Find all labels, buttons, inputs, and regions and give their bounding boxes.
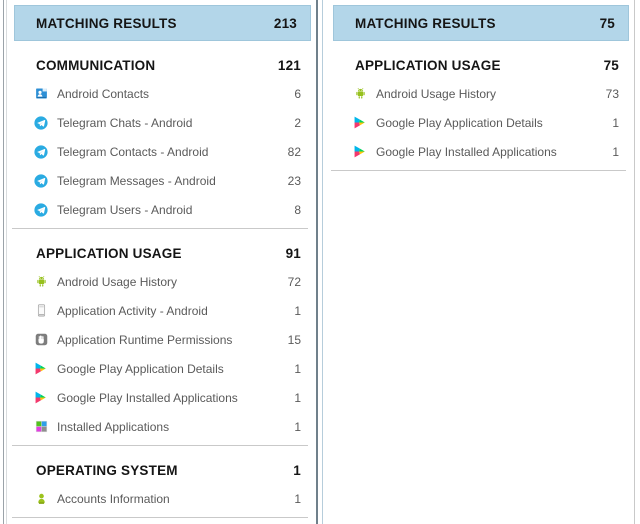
google-play-icon [34, 362, 48, 376]
category-item-label: Google Play Application Details [376, 115, 543, 130]
installed-apps-icon [34, 420, 48, 434]
results-pane: MATCHING RESULTS 213 COMMUNICATION 121 Andro… [3, 0, 318, 524]
category-item-application-runtime-permissions[interactable]: Application Runtime Permissions 15 [4, 325, 316, 354]
category-item-google-play-installed-applications[interactable]: Google Play Installed Applications 1 [323, 137, 634, 166]
application-activity-icon [34, 304, 48, 318]
category-item-label: Installed Applications [57, 419, 170, 434]
matching-results-label: MATCHING RESULTS [36, 15, 177, 31]
category-item-telegram-messages-android[interactable]: Telegram Messages - Android 23 [4, 166, 316, 195]
section-count: 75 [603, 57, 619, 73]
telegram-icon [34, 115, 48, 130]
section-header-communication[interactable]: COMMUNICATION 121 [4, 51, 316, 79]
category-item-label: Application Runtime Permissions [57, 332, 233, 347]
telegram-icon [34, 202, 48, 217]
section-label: APPLICATION USAGE [36, 245, 182, 261]
category-item-google-play-application-details[interactable]: Google Play Application Details 1 [323, 108, 634, 137]
matching-results-header[interactable]: MATCHING RESULTS 213 [14, 5, 311, 41]
section-label: COMMUNICATION [36, 57, 156, 73]
section-header-operating-system[interactable]: OPERATING SYSTEM 1 [4, 456, 316, 484]
category-item-google-play-application-details[interactable]: Google Play Application Details 1 [4, 354, 316, 383]
category-item-label: Google Play Installed Applications [376, 144, 557, 159]
category-item-label: Android Usage History [376, 86, 497, 101]
android-contacts-icon [34, 87, 48, 101]
matching-results-count: 213 [273, 15, 297, 31]
android-robot-icon [34, 275, 48, 289]
category-item-count: 1 [612, 144, 619, 159]
category-item-count: 1 [612, 115, 619, 130]
category-item-telegram-users-android[interactable]: Telegram Users - Android 8 [4, 195, 316, 224]
category-item-android-usage-history[interactable]: Android Usage History 73 [323, 79, 634, 108]
category-item-count: 82 [287, 144, 301, 159]
category-item-installed-applications[interactable]: Installed Applications 1 [4, 412, 316, 441]
category-item-telegram-contacts-android[interactable]: Telegram Contacts - Android 82 [4, 137, 316, 166]
category-item-count: 1 [294, 390, 301, 405]
section-separator [12, 445, 308, 446]
telegram-icon [34, 173, 48, 188]
accounts-icon [34, 492, 48, 506]
category-item-label: Accounts Information [57, 491, 170, 506]
category-item-label: Android Contacts [57, 86, 150, 101]
category-item-count: 2 [294, 115, 301, 130]
section-separator [12, 228, 308, 229]
section-header-application-usage[interactable]: APPLICATION USAGE 75 [323, 51, 634, 79]
category-item-label: Google Play Application Details [57, 361, 224, 376]
category-item-telegram-chats-android[interactable]: Telegram Chats - Android 2 [4, 108, 316, 137]
section-label: OPERATING SYSTEM [36, 462, 178, 478]
category-item-google-play-installed-applications[interactable]: Google Play Installed Applications 1 [4, 383, 316, 412]
section-count: 91 [285, 245, 301, 261]
category-item-count: 1 [294, 491, 301, 506]
category-item-count: 15 [287, 332, 301, 347]
section-count: 1 [293, 462, 301, 478]
category-item-count: 8 [294, 202, 301, 217]
category-item-label: Android Usage History [57, 274, 178, 289]
category-item-accounts-information[interactable]: Accounts Information 1 [4, 484, 316, 513]
category-item-count: 72 [287, 274, 301, 289]
google-play-icon [353, 116, 367, 130]
section-label: APPLICATION USAGE [355, 57, 501, 73]
category-item-count: 1 [294, 419, 301, 434]
category-item-count: 23 [287, 173, 301, 188]
google-play-icon [353, 145, 367, 159]
category-item-label: Telegram Messages - Android [57, 173, 216, 188]
category-item-label: Google Play Installed Applications [57, 390, 238, 405]
category-item-label: Application Activity - Android [57, 303, 208, 318]
category-item-label: Telegram Users - Android [57, 202, 193, 217]
section-count: 121 [277, 57, 301, 73]
category-item-android-contacts[interactable]: Android Contacts 6 [4, 79, 316, 108]
section-header-application-usage[interactable]: APPLICATION USAGE 91 [4, 239, 316, 267]
category-item-count: 1 [294, 361, 301, 376]
category-item-count: 73 [605, 86, 619, 101]
section-separator [331, 170, 626, 171]
matching-results-label: MATCHING RESULTS [355, 15, 496, 31]
section-separator [12, 517, 308, 518]
category-item-label: Telegram Contacts - Android [57, 144, 209, 159]
category-item-count: 6 [294, 86, 301, 101]
category-item-application-activity-android[interactable]: Application Activity - Android 1 [4, 296, 316, 325]
results-pane: MATCHING RESULTS 75 APPLICATION USAGE 75 And… [322, 0, 635, 524]
category-item-count: 1 [294, 303, 301, 318]
google-play-icon [34, 391, 48, 405]
matching-results-count: 75 [599, 15, 615, 31]
runtime-permissions-icon [34, 333, 48, 347]
category-item-label: Telegram Chats - Android [57, 115, 193, 130]
category-item-android-usage-history[interactable]: Android Usage History 72 [4, 267, 316, 296]
android-robot-icon [353, 87, 367, 101]
matching-results-header[interactable]: MATCHING RESULTS 75 [333, 5, 629, 41]
telegram-icon [34, 144, 48, 159]
